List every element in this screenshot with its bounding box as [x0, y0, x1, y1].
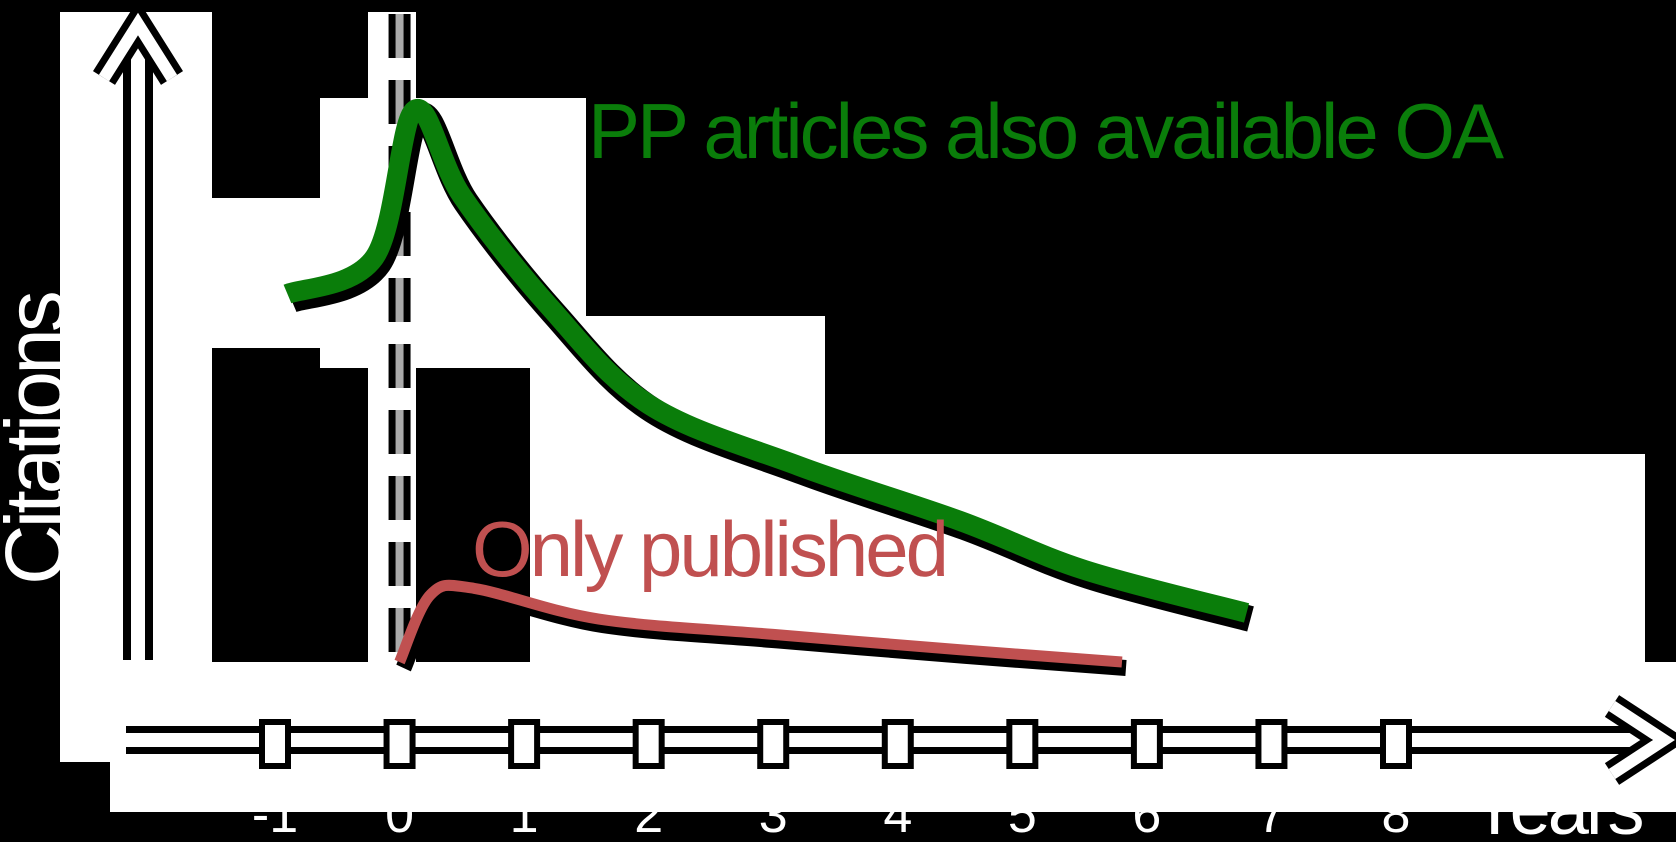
- series-label-oa: PP articles also available OA: [588, 87, 1504, 175]
- x-tick-mark: [1130, 719, 1163, 769]
- x-tick-label: 4: [883, 786, 912, 837]
- x-tick-mark: [757, 719, 790, 769]
- x-tick-label: 0: [385, 786, 414, 837]
- x-tick-layer: -1 0 1 2 3 4 5 6 7 8: [252, 719, 1412, 842]
- series-1-shadow: [396, 583, 1127, 676]
- x-tick-mark: [1380, 719, 1412, 769]
- x-tick-mark: [632, 719, 665, 769]
- x-tick-mark: [259, 719, 291, 769]
- x-tick-label: 6: [1132, 786, 1161, 837]
- x-tick-label: 7: [1257, 786, 1286, 837]
- x-tick-label: 8: [1382, 786, 1411, 837]
- x-tick-mark: [1255, 719, 1288, 769]
- x-axis-label: Years: [1470, 767, 1643, 837]
- x-tick-mark: [383, 719, 416, 769]
- series-label-published: Only published: [472, 505, 946, 593]
- x-tick-mark: [881, 719, 914, 769]
- x-tick-label: 2: [634, 786, 663, 837]
- y-axis-label: Citations: [0, 293, 82, 585]
- series-line-published: [394, 579, 1123, 668]
- series-layer: [283, 98, 1254, 676]
- y-axis: [92, 0, 184, 660]
- x-tick-mark: [508, 719, 541, 769]
- x-tick-label: 3: [759, 786, 788, 837]
- x-tick-label: -1: [252, 786, 298, 837]
- x-tick-mark: [1006, 719, 1039, 769]
- x-tick-label: 5: [1008, 786, 1037, 837]
- series-line-oa: [283, 98, 1250, 623]
- x-tick-label: 1: [510, 786, 539, 837]
